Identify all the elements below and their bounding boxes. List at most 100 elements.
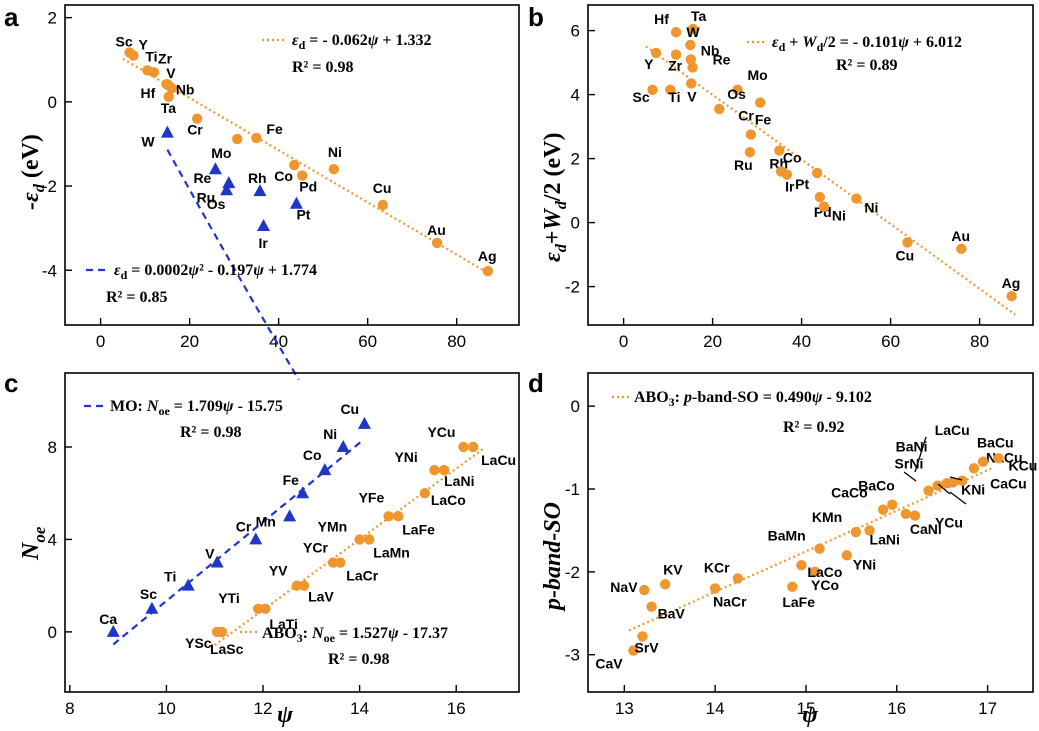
panel-d-plot: 13 14 15 16 17 -3 -2 -1 0 CaV SrV BaV NaV KV NaCr KCr La… — [540, 372, 1037, 728]
data-point — [745, 129, 757, 140]
data-point — [637, 631, 648, 642]
data-point — [220, 183, 234, 196]
data-point — [647, 84, 658, 96]
data-point — [814, 543, 825, 554]
data-point — [887, 499, 898, 510]
data-point — [431, 237, 443, 249]
data-point — [628, 645, 639, 656]
data-point — [163, 91, 174, 102]
data-point — [968, 463, 980, 474]
r2-blue: R² = 0.85 — [106, 289, 167, 306]
point-label: BaNi — [896, 439, 928, 455]
point-label: Ag — [478, 248, 497, 264]
x-tick-label: 16 — [887, 699, 906, 718]
point-label: Pt — [795, 176, 809, 192]
point-label: YCo — [811, 577, 839, 593]
fit-line — [645, 45, 1016, 316]
data-point — [257, 219, 271, 232]
point-label: CaCo — [831, 485, 868, 501]
data-point — [732, 573, 744, 584]
data-point — [128, 50, 139, 61]
point-label: Sc — [116, 34, 133, 50]
point-label: KCu — [1008, 457, 1037, 473]
point-label: Ni — [864, 200, 878, 216]
x-axis-title: ψ — [277, 702, 294, 728]
plot-frame — [64, 372, 520, 693]
point-label: Ag — [1002, 275, 1021, 291]
r2-abo3: R² = 0.98 — [328, 651, 389, 668]
point-label: KMn — [812, 509, 842, 525]
y-tick-label: -1 — [565, 480, 580, 499]
x-tick-label: 10 — [157, 699, 176, 718]
x-tick-label: 8 — [65, 699, 74, 718]
point-label: YMn — [318, 518, 348, 534]
data-point — [732, 84, 743, 96]
data-point — [438, 464, 450, 476]
equation: εd + Wd/2 = - 0.101ψ + 6.012 — [772, 34, 962, 54]
panel-letter-d: d — [528, 368, 544, 398]
point-label: LaSc — [210, 641, 244, 657]
point-label: Os — [727, 86, 746, 102]
panel-letter-b: b — [528, 2, 544, 32]
point-label: Re — [193, 170, 211, 186]
data-point — [811, 167, 823, 179]
data-point — [685, 39, 696, 51]
callout-arrow — [949, 491, 967, 505]
r2-orange: R² = 0.98 — [292, 59, 353, 76]
data-point — [659, 579, 671, 590]
x-tick-label: 15 — [796, 699, 815, 718]
data-point — [296, 486, 310, 499]
x-tick-label: 13 — [615, 699, 634, 718]
data-point — [383, 511, 394, 522]
equation: ABO3: p-band-SO = 0.490ψ - 9.102 — [634, 389, 872, 409]
equation-orange: εd = - 0.062ψ + 1.332 — [292, 32, 432, 52]
x-tick-label: 12 — [254, 699, 273, 718]
data-point — [482, 265, 494, 277]
data-point — [774, 145, 785, 156]
data-point — [160, 125, 174, 138]
data-point — [210, 555, 224, 568]
point-label: W — [141, 134, 155, 150]
point-label: W — [686, 24, 700, 40]
point-label: LaMn — [373, 544, 410, 560]
data-point — [977, 456, 989, 467]
data-point — [665, 84, 676, 96]
point-label: CaCu — [990, 476, 1027, 492]
point-label: BaCu — [977, 435, 1014, 451]
point-label: Y — [644, 56, 654, 72]
data-point — [166, 83, 178, 94]
point-label: Ni — [832, 208, 846, 224]
data-point — [289, 196, 303, 209]
data-point — [252, 603, 264, 614]
point-label: Ti — [145, 48, 157, 64]
point-label: Hf — [140, 85, 155, 101]
point-label: LaCu — [481, 452, 516, 468]
data-point — [289, 159, 300, 171]
point-label: NaV — [610, 579, 638, 595]
point-label: LaCo — [807, 564, 842, 580]
data-point — [902, 237, 913, 248]
x-tick-label: 14 — [350, 699, 369, 718]
data-point — [291, 580, 303, 591]
point-label: YFe — [359, 489, 385, 505]
y-tick-label: -4 — [42, 261, 57, 280]
point-label: Co — [274, 168, 293, 184]
panel-letter-c: c — [4, 368, 18, 398]
data-point — [260, 603, 271, 614]
data-point — [850, 526, 862, 538]
point-label: YNi — [853, 556, 876, 572]
y-axis-title: Noe — [18, 526, 49, 561]
point-label: YCu — [427, 424, 455, 440]
point-label: Co — [783, 150, 802, 166]
data-point — [787, 581, 798, 592]
r2: R² = 0.89 — [836, 57, 897, 74]
data-point — [253, 184, 267, 197]
point-label: V — [687, 88, 697, 104]
point-label: Fe — [266, 121, 283, 137]
point-label: Ta — [691, 8, 707, 24]
point-label: YV — [269, 563, 288, 579]
data-point — [686, 78, 697, 89]
point-label: BaV — [658, 606, 686, 622]
